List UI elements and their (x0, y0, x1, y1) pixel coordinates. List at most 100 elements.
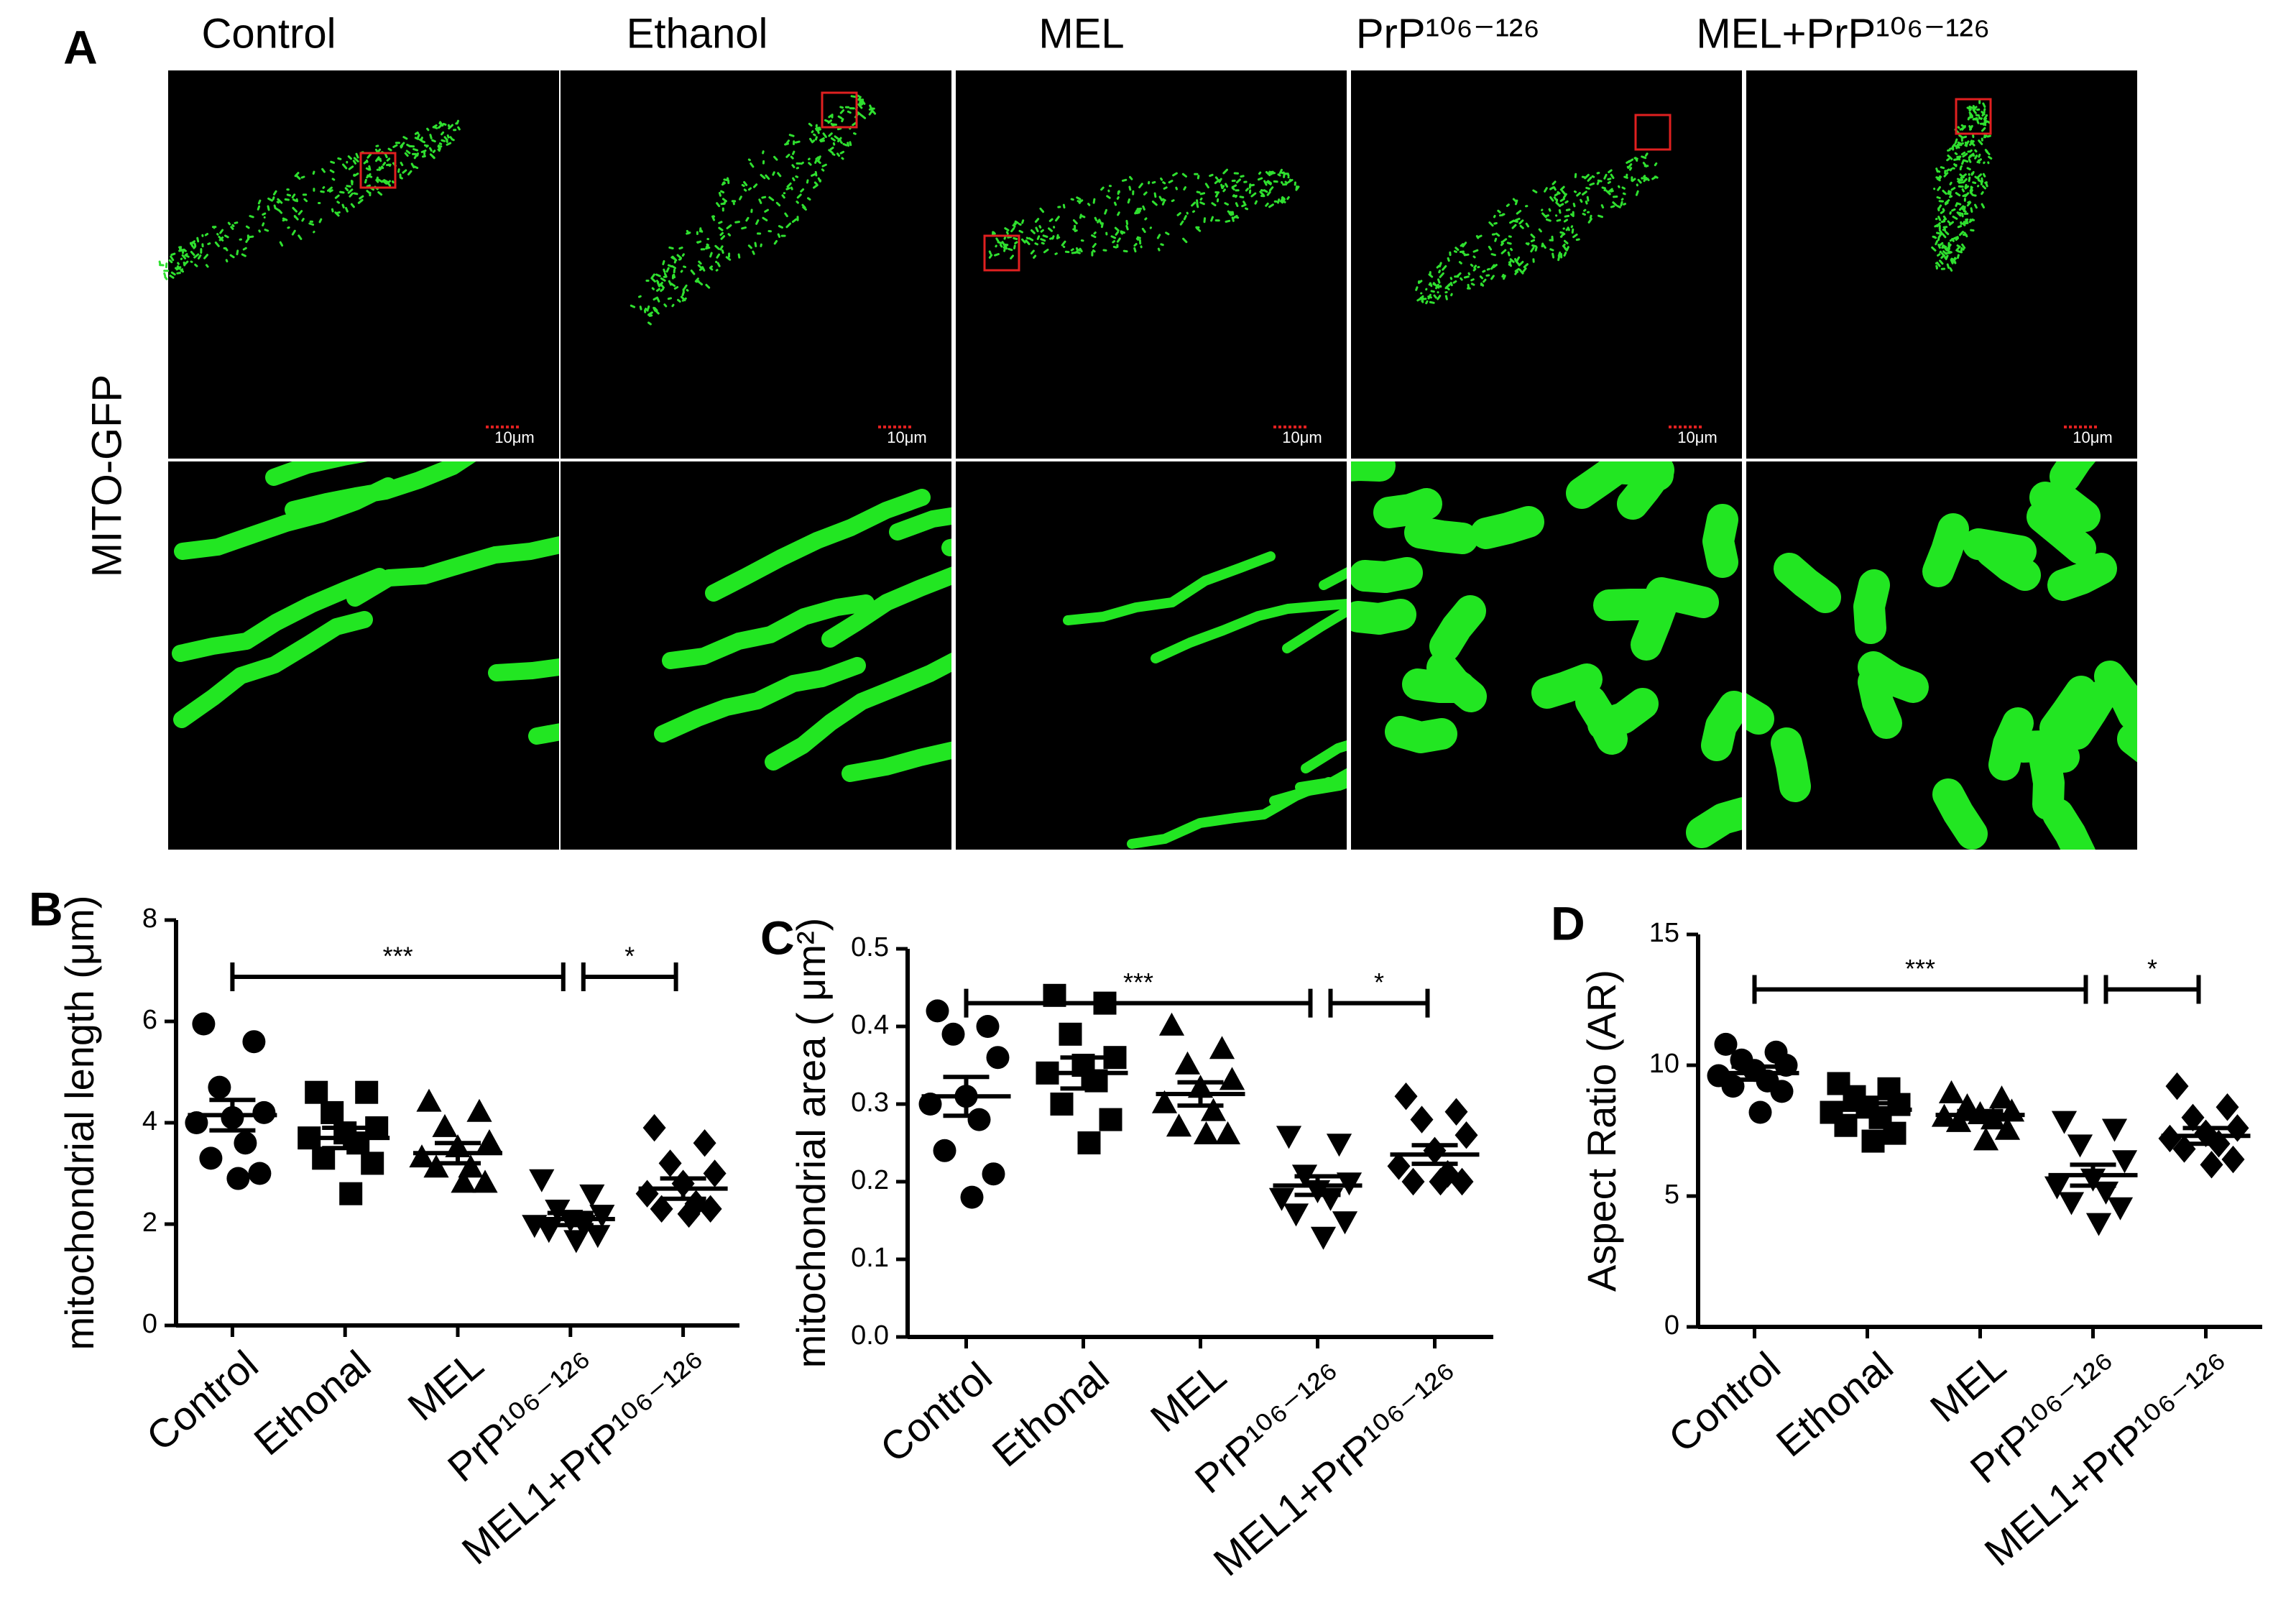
y-tick-label: 0.1 (851, 1243, 889, 1273)
significance-label: *** (1123, 967, 1153, 997)
data-point (1276, 1126, 1302, 1149)
error-bar (1731, 1064, 1778, 1083)
y-axis-label: mitochondrial length (μm) (57, 896, 102, 1351)
data-point (416, 1088, 442, 1112)
significance-bracket (964, 988, 1313, 1018)
error-bar (547, 1210, 594, 1228)
data-point (1310, 1226, 1337, 1250)
y-tick-label: 0.0 (851, 1320, 889, 1351)
error-bar (660, 1176, 706, 1201)
significance-bracket (230, 962, 566, 991)
data-point (466, 1098, 492, 1122)
data-point (579, 1184, 605, 1208)
mitochondria (630, 94, 877, 326)
zoom-box (359, 152, 397, 189)
data-point (1209, 1036, 1235, 1059)
data-point (2111, 1150, 2138, 1174)
data-point (1394, 1083, 1418, 1111)
data-point (199, 1146, 223, 1170)
data-point (1332, 1211, 1358, 1235)
error-bar (209, 1098, 256, 1133)
data-point (976, 1015, 1000, 1038)
column-title: Ethanol (627, 10, 768, 57)
scale-bar-label: 10μm (2073, 428, 2112, 446)
data-point (252, 1100, 276, 1124)
y-tick-label: 0 (1664, 1310, 1679, 1341)
micrograph-zoom (561, 461, 951, 850)
data-point (1454, 1121, 1478, 1149)
data-point (1166, 1113, 1192, 1137)
data-point (563, 1230, 589, 1254)
data-point (432, 1113, 458, 1137)
error-bar (322, 1126, 369, 1151)
data-point (1077, 1131, 1101, 1154)
data-point (312, 1146, 336, 1170)
data-point (960, 1185, 984, 1209)
error-bar (1177, 1080, 1224, 1108)
data-point (1268, 1187, 1295, 1211)
column-title: Control (202, 10, 336, 57)
mitochondria-zoom (1063, 551, 1347, 849)
data-point (242, 1030, 266, 1054)
data-point (2221, 1145, 2245, 1174)
data-point (472, 1169, 498, 1193)
column-title: MEL+PrP¹⁰⁶⁻¹²⁶ (1696, 10, 1990, 57)
data-point (1050, 1093, 1074, 1116)
panel-label: A (63, 20, 98, 73)
zoom-box (1955, 98, 1992, 135)
mitochondria (988, 168, 1300, 259)
micrograph (956, 70, 1347, 459)
data-point (2226, 1114, 2249, 1142)
data-point (1450, 1167, 1474, 1196)
significance-bracket (1752, 975, 2088, 1004)
data-point (321, 1100, 344, 1124)
scale-bar-label: 10μm (1677, 428, 1717, 446)
y-tick-label: 0.4 (851, 1010, 889, 1040)
data-point (1387, 1152, 1411, 1180)
error-bar (1294, 1174, 1341, 1198)
data-point (699, 1195, 722, 1223)
micrograph-zoom (168, 461, 559, 850)
data-point (642, 1113, 666, 1142)
panel-label: D (1551, 896, 1585, 950)
data-point (1059, 1022, 1082, 1046)
y-tick-label: 6 (142, 1005, 157, 1035)
data-point (2200, 1151, 2223, 1179)
data-point (585, 1225, 611, 1249)
y-tick-label: 5 (1664, 1180, 1679, 1210)
micrograph-zoom (956, 461, 1347, 850)
data-point (2067, 1134, 2093, 1158)
y-axis-label: Aspect Ratio (AR) (1579, 970, 1624, 1292)
data-point (234, 1131, 257, 1155)
data-point (1938, 1080, 1965, 1103)
data-point (1410, 1106, 1434, 1134)
data-point (423, 1154, 449, 1178)
significance-label: * (624, 941, 635, 970)
mitochondria-zoom (654, 489, 951, 782)
significance-bracket (1328, 988, 1430, 1018)
data-point (1883, 1121, 1907, 1145)
data-point (2181, 1103, 2205, 1131)
data-point (1103, 1046, 1127, 1070)
significance-bracket (2103, 975, 2201, 1004)
data-point (208, 1075, 231, 1099)
data-point (355, 1080, 379, 1104)
panel-label: B (29, 882, 63, 935)
significance-label: * (1374, 967, 1384, 997)
data-point (2158, 1124, 2182, 1153)
data-point (933, 1139, 956, 1162)
error-bar (2070, 1162, 2116, 1188)
data-point (693, 1129, 716, 1157)
data-point (1444, 1098, 1468, 1126)
significance-bracket (581, 962, 678, 991)
data-point (451, 1169, 476, 1193)
y-tick-label: 2 (142, 1208, 157, 1238)
data-point (1973, 1127, 1999, 1151)
error-bar (943, 1075, 990, 1118)
data-point (1436, 1160, 1460, 1188)
data-point (1214, 1121, 1241, 1144)
micrograph (561, 70, 951, 459)
mitochondria (158, 119, 461, 280)
data-point (2101, 1118, 2128, 1142)
